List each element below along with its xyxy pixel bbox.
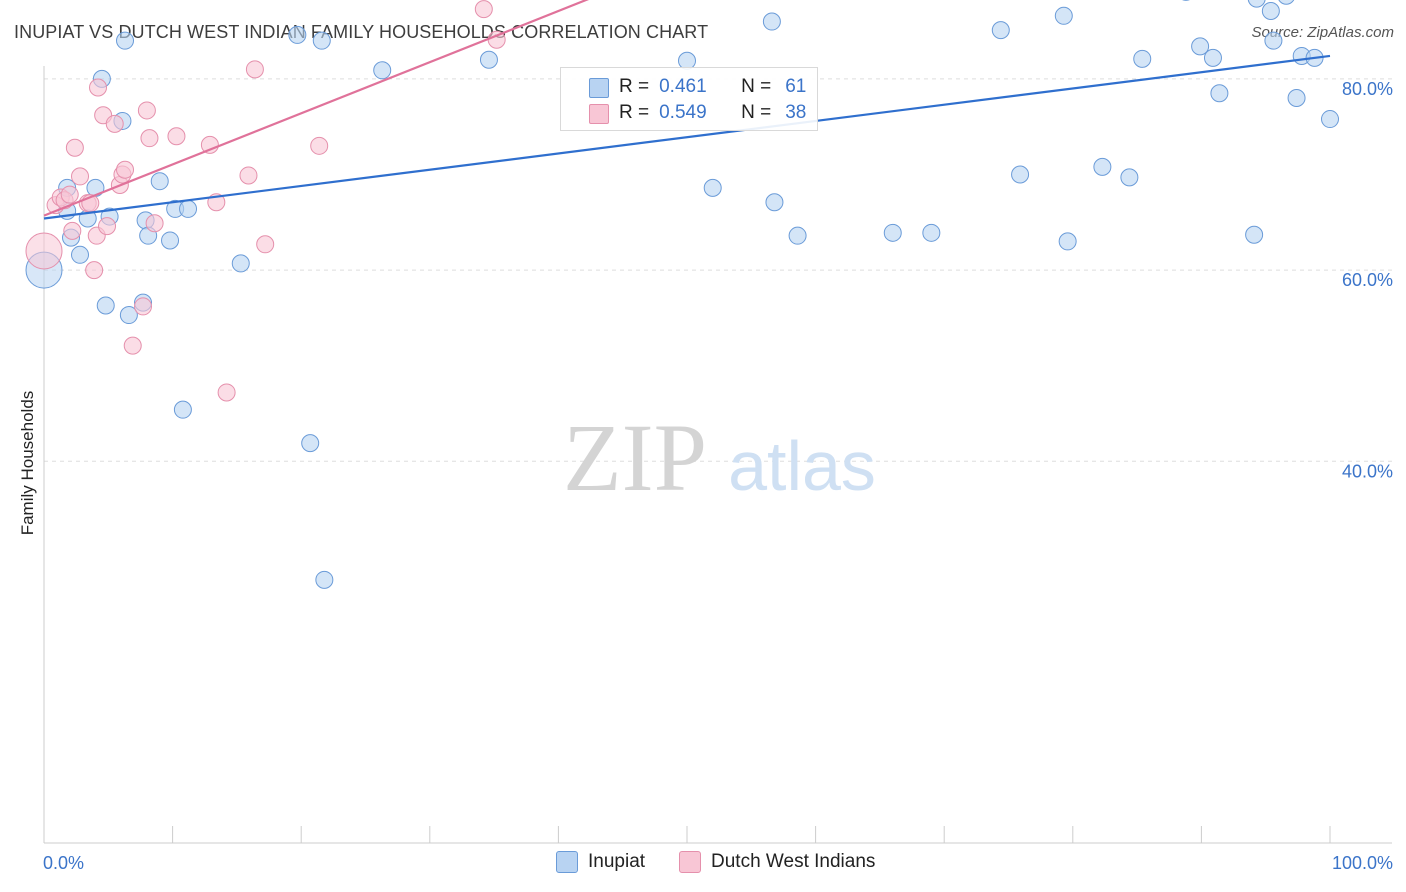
source-note: Source: ZipAtlas.com [1251, 24, 1394, 41]
dutch-west-indians-point [60, 185, 79, 204]
inupiat-point [1011, 165, 1030, 184]
inupiat-point [788, 226, 807, 245]
legend-swatch-dutch-west-indians [679, 851, 701, 873]
inupiat-point [1203, 48, 1222, 67]
inupiat-point [991, 21, 1010, 40]
legend-label-dutch-west-indians: Dutch West Indians [711, 851, 876, 872]
inupiat-point [1093, 157, 1112, 176]
inupiat-point [161, 231, 180, 250]
y-tick-label: 80.0% [1342, 79, 1393, 99]
legend-r-value: 0.549 [659, 102, 707, 123]
inupiat-point [1247, 0, 1266, 8]
legend-swatch-dutch-west-indians [589, 104, 609, 124]
dutch-west-indians-point [140, 129, 159, 148]
dutch-west-indians-point [71, 167, 90, 186]
chart-title: INUPIAT VS DUTCH WEST INDIAN FAMILY HOUS… [14, 22, 709, 42]
dutch-west-indians-point [85, 261, 104, 280]
inupiat-point [1287, 89, 1306, 108]
inupiat-point [312, 31, 331, 50]
points-layer [25, 0, 1339, 589]
watermark-zip: ZIP [563, 404, 707, 511]
tick-label-layer: 100.0%80.0%60.0%40.0%0.0%100.0% [43, 79, 1393, 873]
x-tick-label: 0.0% [43, 853, 84, 873]
inupiat-point [301, 434, 320, 453]
inupiat-point [116, 31, 135, 50]
inupiat-point [1191, 37, 1210, 56]
dutch-west-indians-point [105, 114, 124, 133]
y-tick-label: 40.0% [1342, 461, 1393, 481]
axis-layer [43, 66, 1392, 844]
legend-n-label: N = [741, 102, 772, 123]
inupiat-point [479, 50, 498, 69]
inupiat-trendline [43, 54, 1331, 220]
legend-n-label: N = [741, 76, 772, 97]
legend-swatch-inupiat [589, 78, 609, 98]
inupiat-point [288, 25, 307, 44]
legend-n-value: 61 [785, 76, 807, 97]
legend-r-label: R = [619, 102, 650, 123]
inupiat-point [883, 223, 902, 242]
inupiat-point [765, 193, 784, 212]
legend-swatch-inupiat [556, 851, 578, 873]
legend-item-inupiat[interactable]: Inupiat [556, 851, 645, 873]
inupiat-point [315, 570, 334, 589]
x-tick-label: 100.0% [1332, 853, 1393, 873]
inupiat-point [71, 245, 90, 264]
inupiat-point [1133, 49, 1152, 68]
inupiat-point [119, 306, 138, 325]
inupiat-point [922, 223, 941, 242]
correlation-legend: R = 0.461 N = 61 R = 0.549 N = 38 [560, 67, 818, 131]
inupiat-point [1245, 225, 1264, 244]
inupiat-point [703, 178, 722, 197]
inupiat-point [1058, 232, 1077, 251]
inupiat-point [1054, 6, 1073, 25]
dutch-west-indians-point [65, 138, 84, 157]
legend-item-dutch-west-indians[interactable]: Dutch West Indians [679, 851, 875, 873]
inupiat-point [179, 199, 198, 218]
legend-label-inupiat: Inupiat [588, 851, 646, 872]
dutch-west-indians-point [116, 160, 135, 179]
dutch-west-indians-point [256, 235, 275, 254]
dutch-west-indians-point [145, 214, 164, 233]
dutch-west-indians-point [134, 297, 153, 316]
legend-row-dutch-west-indians: R = 0.549 N = 38 [589, 101, 806, 125]
inupiat-point [1261, 2, 1280, 21]
dutch-west-indians-point [474, 0, 493, 19]
inupiat-point [150, 172, 169, 191]
inupiat-point [231, 254, 250, 273]
dutch-west-indians-point [245, 60, 264, 79]
dutch-west-indians-point [123, 336, 142, 355]
dutch-west-indians-point [25, 232, 63, 270]
dutch-west-indians-point [217, 383, 236, 402]
legend-n-value: 38 [785, 102, 807, 123]
watermark-atlas: atlas [728, 427, 876, 505]
inupiat-point [173, 400, 192, 419]
watermark: ZIP atlas [563, 404, 876, 511]
inupiat-point [1210, 84, 1229, 103]
dutch-west-indians-trendline [43, 0, 589, 217]
inupiat-point [1120, 168, 1139, 187]
dutch-west-indians-point [89, 78, 108, 97]
dutch-west-indians-point [63, 221, 82, 240]
inupiat-point [762, 12, 781, 31]
dutch-west-indians-point [310, 136, 329, 155]
series-legend: Inupiat Dutch West Indians [0, 851, 1406, 877]
inupiat-point [96, 296, 115, 315]
dutch-west-indians-point [167, 127, 186, 146]
inupiat-point [1321, 110, 1339, 129]
dutch-west-indians-point [137, 101, 156, 120]
legend-r-value: 0.461 [659, 76, 707, 97]
y-tick-label: 60.0% [1342, 270, 1393, 290]
dutch-west-indians-point [200, 135, 219, 154]
legend-row-inupiat: R = 0.461 N = 61 [589, 75, 806, 99]
legend-r-label: R = [619, 76, 650, 97]
dutch-west-indians-point [239, 166, 258, 185]
dutch-west-indians-point [98, 217, 117, 236]
trend-layer [43, 0, 1331, 220]
inupiat-point [1264, 31, 1283, 50]
inupiat-point [373, 61, 392, 80]
inupiat-point [1278, 0, 1295, 5]
